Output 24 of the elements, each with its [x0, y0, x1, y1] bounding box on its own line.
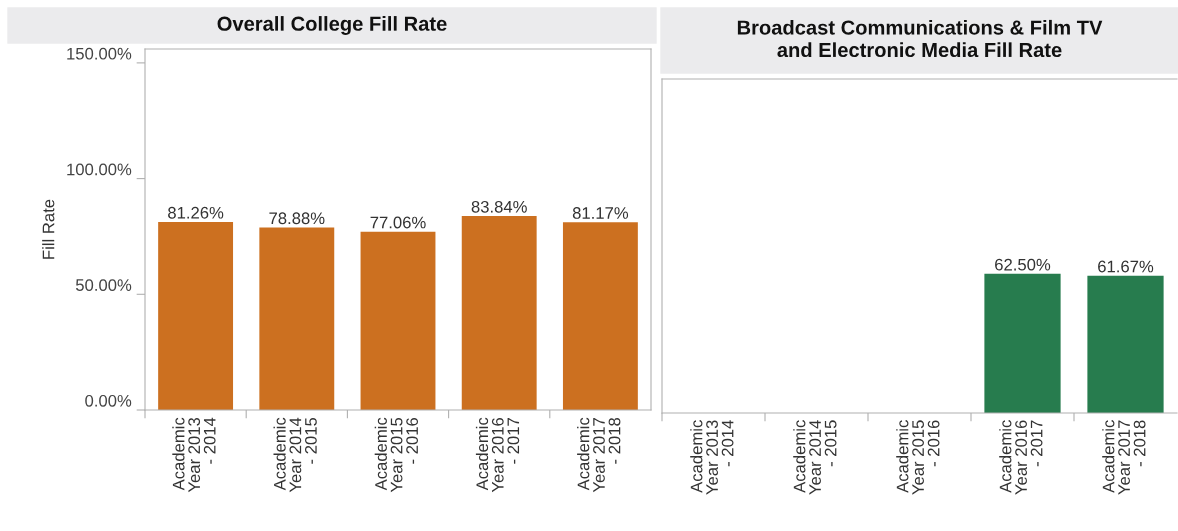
data-label: 61.67%	[1098, 260, 1154, 273]
x-tick-label: Academic Year 2013 - 2014	[172, 417, 216, 493]
chart-title: Overall College Fill Rate	[217, 16, 447, 35]
x-tick-label: Academic Year 2015 - 2016	[374, 417, 419, 493]
data-label: 81.17%	[572, 207, 629, 219]
y-tick-label: 0.00%	[85, 394, 132, 407]
x-tick-label: Academic Year 2013 - 2014	[690, 420, 734, 495]
y-tick-label: 50.00%	[75, 279, 132, 291]
y-tick-label: 100.00%	[67, 163, 132, 176]
data-label: 78.88%	[269, 212, 325, 225]
x-tick-label: Academic Year 2016 - 2017	[999, 420, 1043, 495]
data-label: 62.50%	[995, 258, 1051, 271]
x-tick-label: Academic Year 2014 - 2015	[273, 417, 317, 493]
chart-title: Broadcast Communications & Film TV and Electronic Media Fill Rate	[737, 19, 1103, 58]
y-tick-label: 150.00%	[67, 47, 132, 60]
x-tick-label: Academic Year 2016 - 2017	[475, 417, 520, 493]
data-label: 83.84%	[471, 200, 527, 213]
x-tick-label: Academic Year 2017 - 2018	[1102, 420, 1146, 495]
x-tick-label: Academic Year 2015 - 2016	[896, 420, 940, 495]
data-label: 81.26%	[168, 206, 224, 219]
data-label: 77.06%	[370, 216, 426, 229]
x-tick-label: Academic Year 2017 - 2018	[577, 417, 621, 493]
y-axis-title: Fill Rate	[42, 199, 55, 259]
x-tick-label: Academic Year 2014 - 2015	[793, 420, 837, 495]
